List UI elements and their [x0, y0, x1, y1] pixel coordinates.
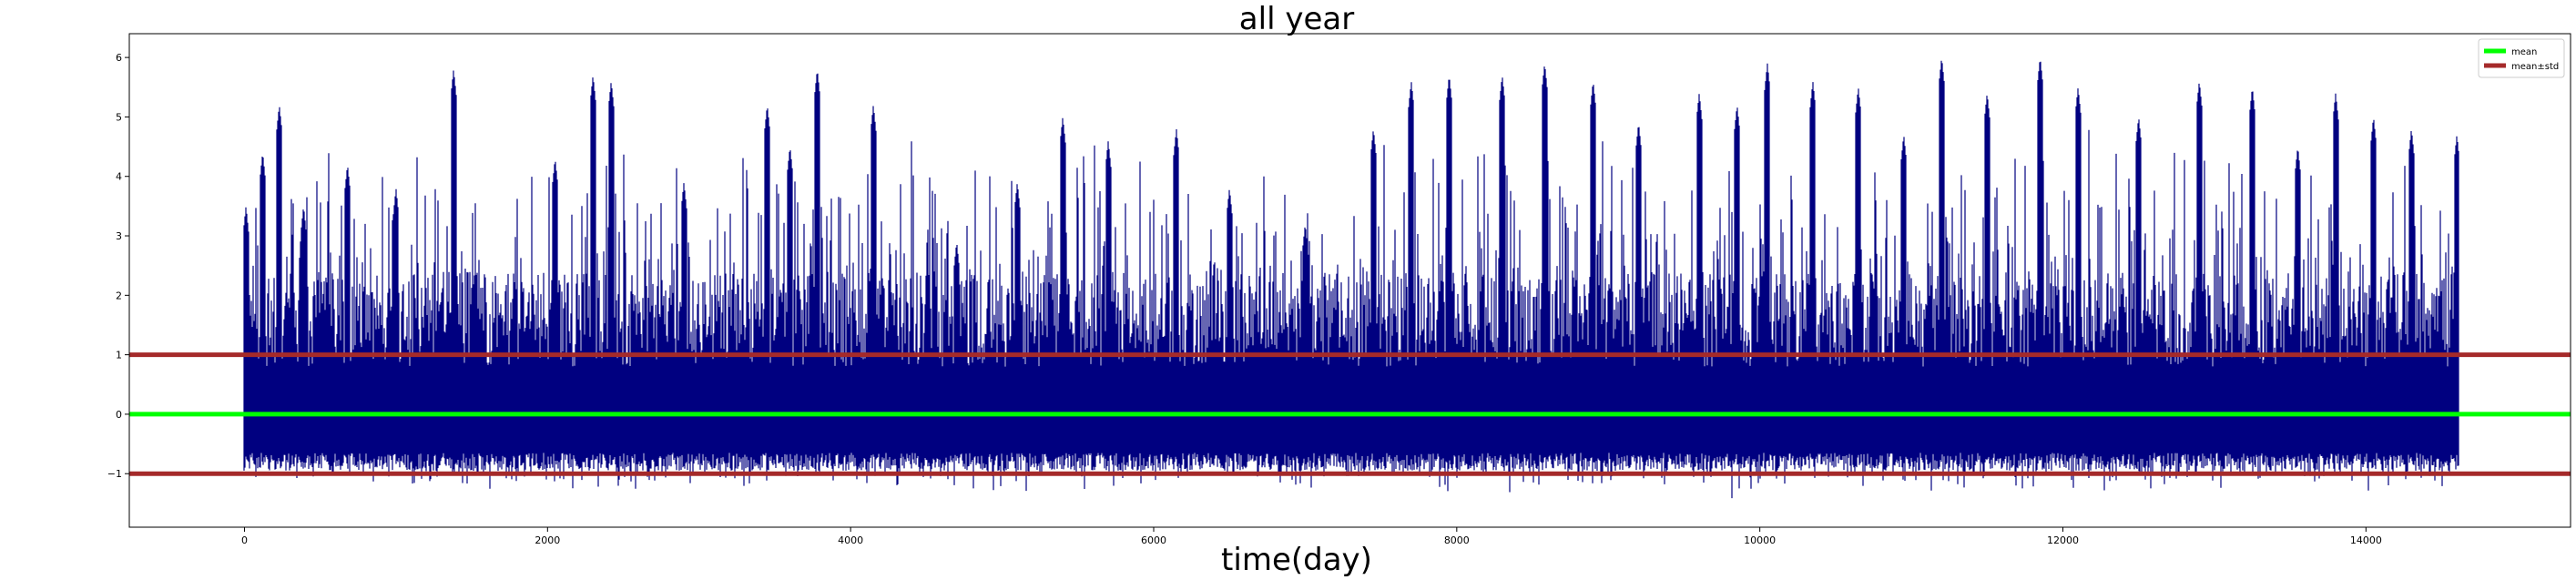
y-tick-label: 5 [116, 111, 122, 123]
y-tick-label: 0 [116, 409, 122, 421]
x-tick-label: 8000 [1444, 534, 1470, 546]
plot-frame [128, 33, 2571, 528]
x-tick-label: 14000 [2350, 534, 2382, 546]
y-tick-label: 2 [116, 290, 122, 301]
axes: 0 2000 4000 6000 8000 10000 12000 14000 −1 0 1 2 3 4 5… [107, 33, 2571, 546]
chart-title: all year [1239, 1, 1354, 37]
reference-lines [129, 352, 2571, 476]
x-tick-label: 12000 [2047, 534, 2079, 546]
y-tick-label: −1 [107, 468, 122, 480]
plot-area [243, 60, 2459, 499]
x-axis-label: time(day) [1221, 542, 1372, 578]
y-tick-label: 4 [116, 171, 122, 183]
legend: mean mean±std [2478, 38, 2565, 78]
y-tick-label: 1 [116, 350, 122, 361]
x-tick-label: 2000 [535, 534, 560, 546]
legend-label: mean±std [2511, 62, 2559, 72]
series-line [243, 60, 2459, 499]
x-tick-label: 0 [241, 534, 248, 546]
x-tick-label: 6000 [1141, 534, 1166, 546]
x-tick-label: 4000 [838, 534, 863, 546]
x-tick-label: 10000 [1744, 534, 1776, 546]
y-tick-label: 3 [116, 230, 122, 242]
legend-label: mean [2511, 47, 2537, 57]
y-tick-label: 6 [116, 52, 122, 64]
